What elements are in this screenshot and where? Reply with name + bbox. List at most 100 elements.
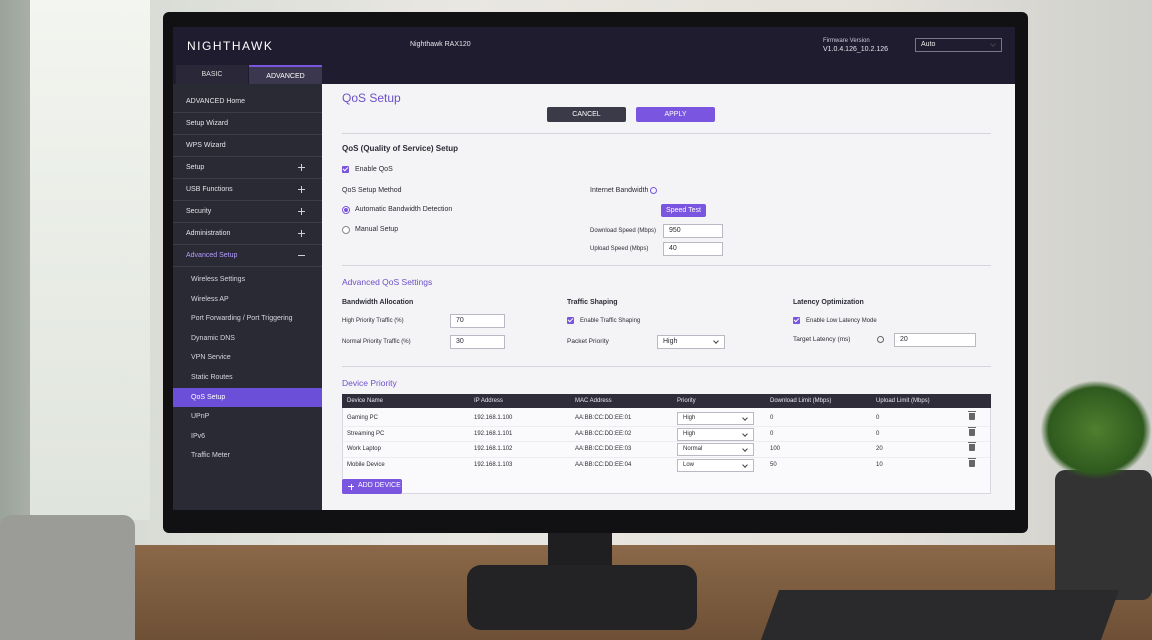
sidebar-sublabel: Wireless AP <box>191 295 229 303</box>
checkbox[interactable] <box>342 166 349 173</box>
sidebar-subitem[interactable]: IPv6 <box>173 427 322 446</box>
input[interactable]: 30 <box>450 335 505 349</box>
expand-icon-h <box>298 255 305 256</box>
section-title: QoS (Quality of Service) Setup <box>342 144 459 153</box>
select[interactable]: High <box>657 335 725 349</box>
table-cell: 0 <box>876 415 880 421</box>
table-header-cell: MAC Address <box>575 398 612 404</box>
divider <box>342 133 991 134</box>
checkbox[interactable] <box>793 317 800 324</box>
table-cell: 20 <box>876 446 883 453</box>
table-cell: 100 <box>770 446 781 453</box>
field-label: Internet Bandwidth <box>590 187 649 194</box>
sidebar-item[interactable]: ADVANCED Home <box>173 91 322 113</box>
table-cell: 0 <box>876 430 880 437</box>
language-select[interactable]: Auto <box>915 38 1002 52</box>
info-icon <box>877 336 884 343</box>
expand-icon-v <box>301 208 302 215</box>
sidebar-sublabel: Traffic Meter <box>191 452 230 460</box>
field-label: Download Speed (Mbps) <box>590 228 657 234</box>
delete-icon[interactable] <box>968 411 976 420</box>
table-cell: 50 <box>770 462 777 469</box>
tab[interactable]: BASIC <box>176 65 248 84</box>
sidebar-subitem[interactable]: Static Routes <box>173 368 322 387</box>
row-divider <box>343 457 990 459</box>
sidebar-label: USB Functions <box>186 186 233 193</box>
sidebar-sublabel: IPv6 <box>191 432 206 440</box>
model: Nighthawk RAX120 <box>410 41 471 48</box>
sidebar-subitem[interactable]: Wireless AP <box>173 290 322 309</box>
window <box>30 0 150 520</box>
field-label: High Priority Traffic (%) <box>342 318 404 324</box>
section-title: Advanced QoS Settings <box>342 277 433 287</box>
delete-icon[interactable] <box>968 458 976 468</box>
input[interactable]: 40 <box>663 242 723 256</box>
sidebar-item[interactable]: Security <box>173 201 322 223</box>
priority-select[interactable]: Normal <box>677 443 754 457</box>
sidebar-subitem[interactable]: Dynamic DNS <box>173 329 322 348</box>
priority-select[interactable]: High <box>677 412 754 425</box>
table-header <box>342 394 991 408</box>
sidebar-subitem[interactable]: Port Forwarding / Port Triggering <box>173 309 322 328</box>
sidebar-item[interactable]: Setup <box>173 157 322 179</box>
table-cell: 192.168.1.102 <box>474 446 513 453</box>
field-label: Normal Priority Traffic (%) <box>342 339 411 345</box>
checkbox[interactable] <box>567 317 574 324</box>
sidebar-item[interactable]: Advanced Setup <box>173 245 322 267</box>
firmware-version: V1.0.4.126_10.2.126 <box>823 46 889 53</box>
delete-lid <box>968 411 976 412</box>
sidebar-label: Setup Wizard <box>186 120 229 127</box>
radio-dot <box>344 208 348 212</box>
sidebar-item[interactable]: Administration <box>173 223 322 245</box>
input[interactable]: 70 <box>450 314 505 328</box>
sidebar-label: Setup <box>186 164 205 171</box>
sidebar-subitem[interactable]: UPnP <box>173 407 322 426</box>
apply-button[interactable]: APPLY <box>636 107 715 122</box>
sidebar-sublabel: UPnP <box>191 413 210 421</box>
table-cell: 0 <box>770 430 774 437</box>
sidebar-item[interactable]: USB Functions <box>173 179 322 201</box>
tab-active[interactable]: ADVANCED <box>249 65 322 84</box>
sidebar-sublabel: Dynamic DNS <box>191 334 235 342</box>
table-cell: AA:BB:CC:DD:EE:04 <box>575 462 632 469</box>
delete-icon[interactable] <box>968 426 976 436</box>
cancel-button[interactable]: CANCEL <box>547 107 626 122</box>
delete-lid <box>968 442 976 444</box>
table-header-cell: Device Name <box>347 398 384 404</box>
delete-icon[interactable] <box>968 442 976 452</box>
row-divider <box>343 425 990 427</box>
plant <box>1040 380 1152 480</box>
router-ui: NIGHTHAWK Nighthawk RAX120 Firmware Versio… <box>173 27 1015 510</box>
section-title: Device Priority <box>342 378 397 388</box>
input[interactable]: 950 <box>663 224 723 238</box>
plus-icon-v <box>350 483 352 490</box>
sidebar-label: WPS Wizard <box>186 142 226 149</box>
sidebar-subitem[interactable]: VPN Service <box>173 348 322 367</box>
speed-test-button[interactable]: Speed Test <box>661 204 706 217</box>
priority-select[interactable]: High <box>677 427 754 441</box>
sidebar-item[interactable]: Setup Wizard <box>173 113 322 135</box>
sidebar-subitem[interactable]: QoS Setup <box>173 387 322 407</box>
radio[interactable] <box>342 206 350 214</box>
checkbox-label: Enable Traffic Shaping <box>580 318 641 324</box>
info-icon <box>650 187 657 194</box>
cup <box>0 515 135 640</box>
priority-select[interactable]: Low <box>677 459 754 473</box>
table-header-cell: Upload Limit (Mbps) <box>876 398 930 404</box>
table-cell: Streaming PC <box>347 430 385 437</box>
table-cell: 192.168.1.101 <box>474 430 513 437</box>
radio[interactable] <box>342 226 350 234</box>
table-cell: AA:BB:CC:DD:EE:02 <box>575 430 632 437</box>
field-label: QoS Setup Method <box>342 187 402 194</box>
input[interactable]: 20 <box>894 333 976 347</box>
sidebar-item[interactable]: WPS Wizard <box>173 135 322 157</box>
add-device-button[interactable]: ADD DEVICE <box>342 479 402 494</box>
table-frame <box>342 394 991 494</box>
column-heading: Bandwidth Allocation <box>342 299 414 306</box>
sidebar-sublabel: Port Forwarding / Port Triggering <box>191 315 293 323</box>
expand-icon-v <box>301 186 302 193</box>
sidebar-subitem[interactable]: Traffic Meter <box>173 446 322 465</box>
table-header-cell: Download Limit (Mbps) <box>770 398 832 404</box>
sidebar-subitem[interactable]: Wireless Settings <box>173 270 322 289</box>
table-cell: AA:BB:CC:DD:EE:03 <box>575 446 632 453</box>
